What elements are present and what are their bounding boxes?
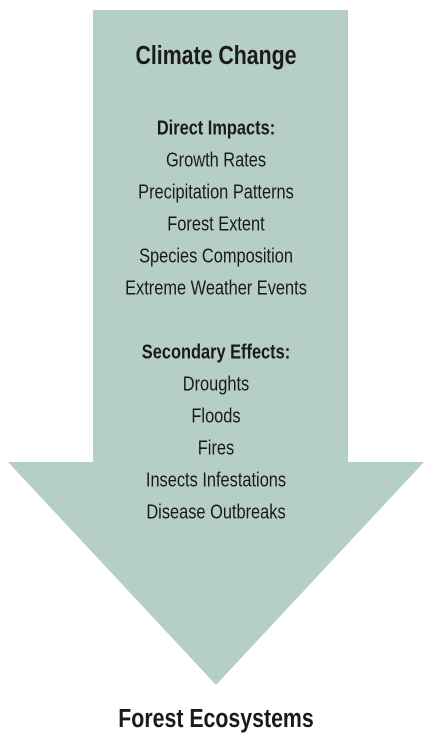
- section-item: Precipitation Patterns: [138, 180, 294, 203]
- arrow: [8, 10, 424, 685]
- section-item: Droughts: [183, 372, 249, 395]
- section-item: Floods: [191, 404, 240, 427]
- section-heading: Direct Impacts:: [157, 116, 275, 139]
- section-heading: Secondary Effects:: [142, 340, 290, 363]
- title: Climate Change: [135, 41, 296, 71]
- section-item: Extreme Weather Events: [125, 276, 307, 299]
- section-item: Species Composition: [139, 244, 293, 267]
- section-item: Forest Extent: [167, 212, 264, 235]
- section-item: Insects Infestations: [146, 468, 286, 491]
- text-group: Climate Change Forest Ecosystems Direct …: [118, 41, 313, 734]
- footer: Forest Ecosystems: [118, 704, 313, 734]
- section-item: Growth Rates: [166, 148, 266, 171]
- section-item: Disease Outbreaks: [146, 500, 285, 523]
- section-item: Fires: [198, 436, 234, 459]
